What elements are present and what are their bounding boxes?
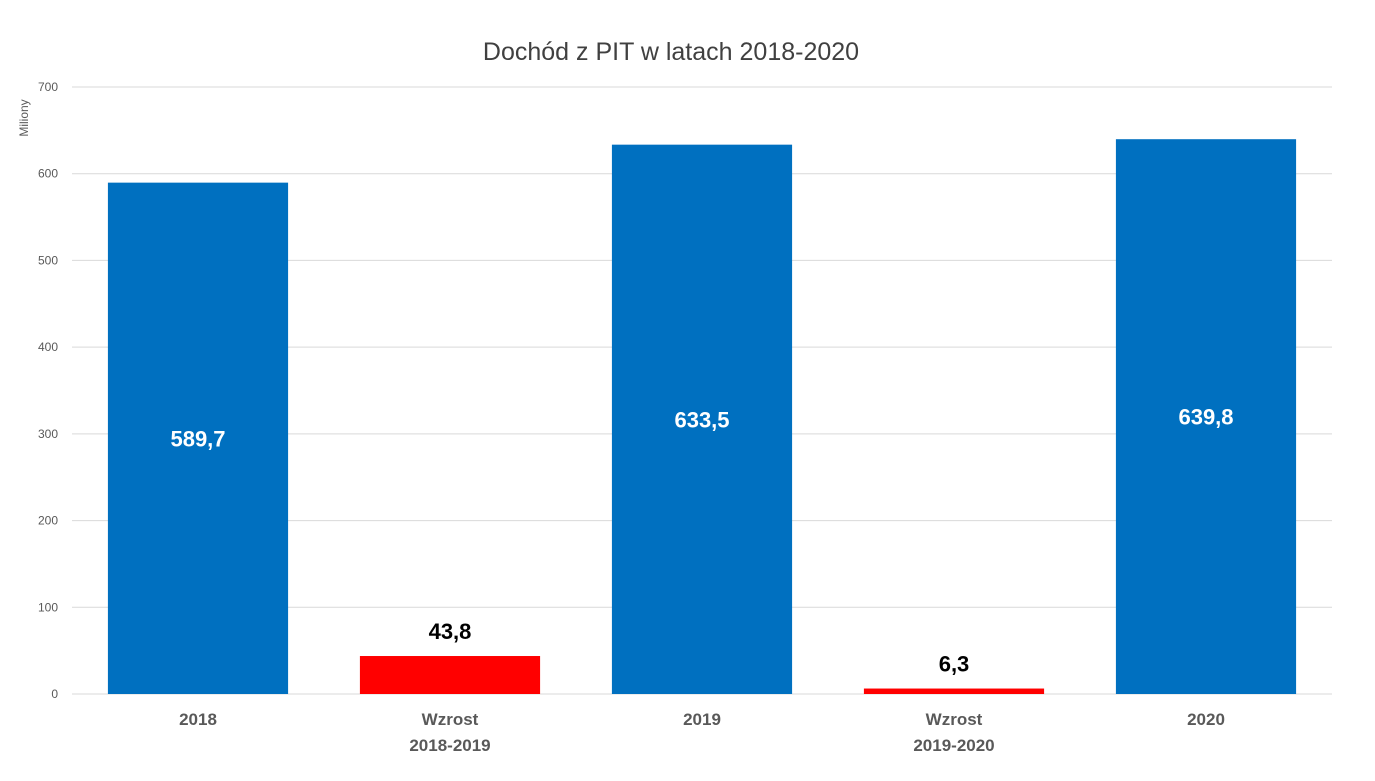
y-tick-label: 200 (38, 514, 58, 528)
data-labels: 589,7 43,8 633,5 6,3 639,8 (170, 405, 1233, 677)
x-axis-ticks: 2018 Wzrost 2018-2019 2019 Wzrost 2019-2020 20… (179, 710, 1225, 755)
x-tick-label: Wzrost (422, 710, 479, 729)
x-tick-label: 2020 (1187, 710, 1225, 729)
data-label: 6,3 (939, 652, 970, 677)
bars (107, 139, 1297, 695)
x-tick-label: 2019 (683, 710, 721, 729)
y-tick-label: 600 (38, 167, 58, 181)
data-label: 639,8 (1178, 405, 1233, 430)
x-tick-label: 2018 (179, 710, 217, 729)
y-tick-label: 700 (38, 80, 58, 94)
y-tick-label: 300 (38, 427, 58, 441)
bar (1115, 139, 1297, 694)
data-label: 589,7 (170, 426, 225, 451)
y-tick-label: 100 (38, 600, 58, 614)
y-axis-label: Miliony (17, 99, 31, 136)
x-tick-label: Wzrost (926, 710, 983, 729)
bar (611, 144, 793, 695)
y-axis-ticks: 0 100 200 300 400 500 600 700 (38, 80, 58, 701)
y-tick-label: 0 (51, 687, 58, 701)
bar (863, 688, 1045, 694)
bar (107, 182, 289, 694)
data-label: 633,5 (674, 407, 729, 432)
y-tick-label: 400 (38, 340, 58, 354)
bar (359, 656, 541, 694)
x-tick-label: 2018-2019 (409, 736, 490, 755)
chart-title: Dochód z PIT w latach 2018-2020 (483, 38, 859, 66)
y-tick-label: 500 (38, 253, 58, 267)
data-label: 43,8 (429, 619, 472, 644)
x-tick-label: 2019-2020 (913, 736, 994, 755)
